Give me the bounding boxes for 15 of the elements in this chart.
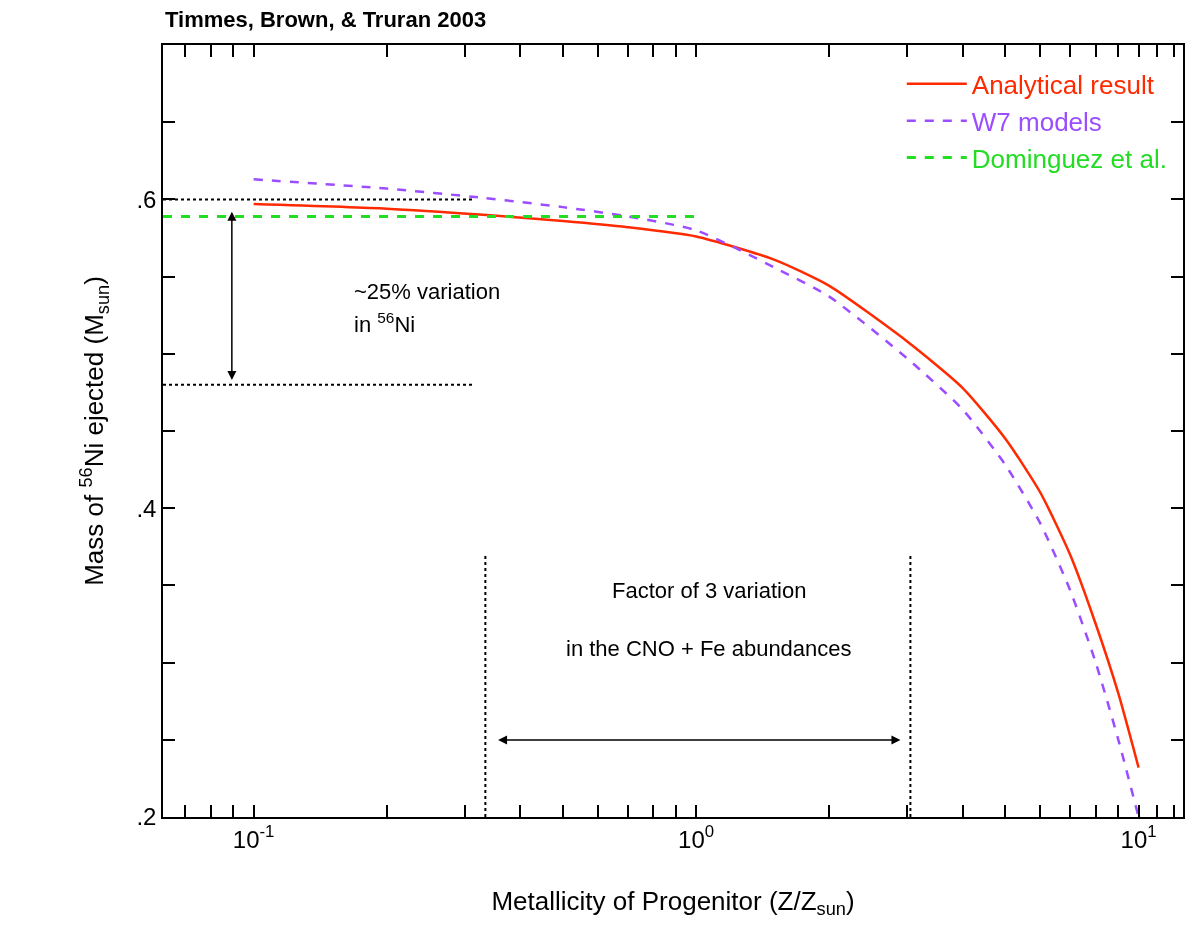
legend-label: W7 models xyxy=(971,106,1102,137)
legend-label: Analytical result xyxy=(971,69,1155,100)
legend-label: Dominguez et al. xyxy=(971,143,1167,174)
x-axis-title: Metallicity of Progenitor (Z/Z$_{sun}$) xyxy=(491,885,855,920)
annotation: in the CNO + Fe abundances xyxy=(566,636,852,661)
x-tick-label: 10$^{1}$ xyxy=(1120,822,1157,853)
x-tick-label: 10$^{-1}$ xyxy=(232,822,275,853)
chart-title: Timmes, Brown, & Truran 2003 xyxy=(165,7,487,33)
annotation: ~25% variation xyxy=(354,279,501,304)
y-tick-label: .4 xyxy=(136,494,157,522)
y-tick-label: .6 xyxy=(136,185,157,213)
y-tick-label: .2 xyxy=(136,803,157,831)
annotation: in $^{56}$Ni xyxy=(354,309,416,338)
x-tick-label: 10$^{0}$ xyxy=(678,822,715,853)
annotation: Factor of 3 variation xyxy=(612,578,807,603)
